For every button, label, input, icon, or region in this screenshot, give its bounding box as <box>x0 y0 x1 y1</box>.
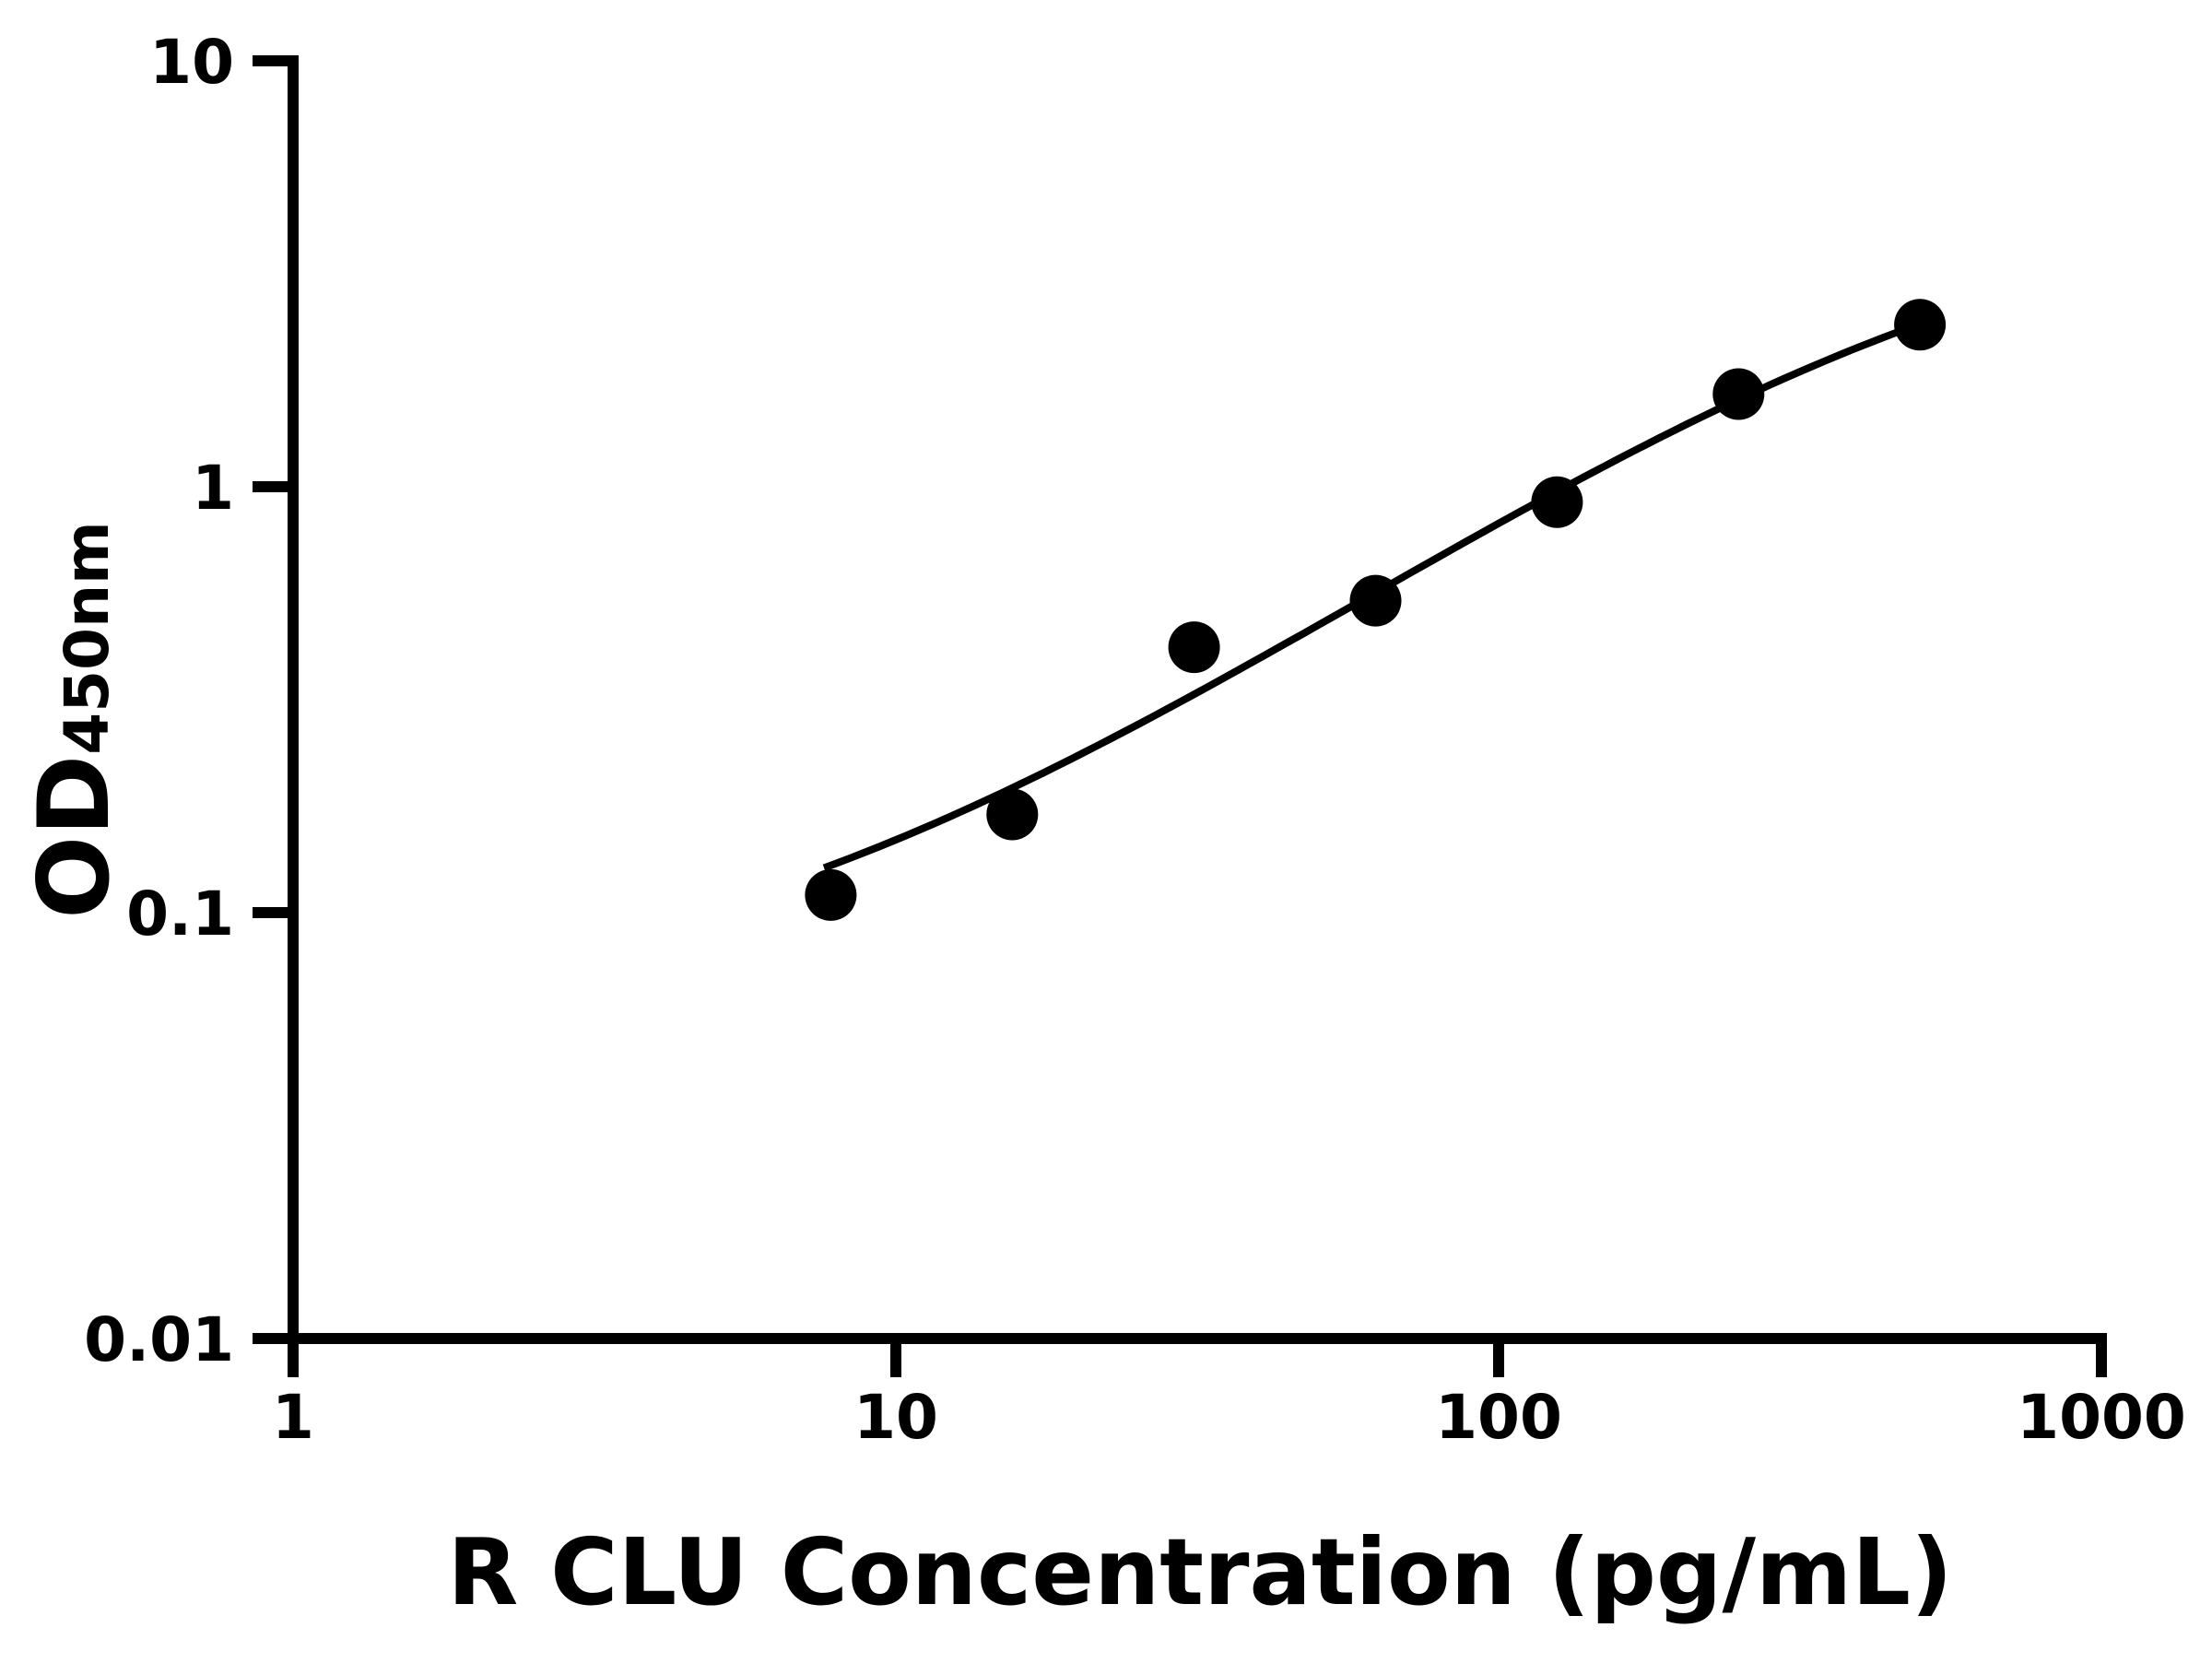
y-tick-label: 0.1 <box>126 879 234 949</box>
y-axis-title-main: OD <box>18 755 131 919</box>
x-tick-label: 1000 <box>2017 1382 2186 1453</box>
plot-content: 1 10 100 1000 10 1 0.1 0.01 <box>84 27 2186 1453</box>
x-tick-label: 10 <box>853 1382 938 1453</box>
x-tick-label: 100 <box>1435 1382 1562 1453</box>
data-point <box>805 868 857 921</box>
data-point <box>1531 476 1583 528</box>
data-point <box>986 788 1039 841</box>
y-axis-title: OD450nm <box>18 521 131 919</box>
data-point <box>1894 299 1947 351</box>
x-axis-title: R CLU Concentration (pg/mL) <box>447 1518 1952 1626</box>
y-axis-title-subscript: 450nm <box>52 521 123 755</box>
y-tick-label: 1 <box>192 453 234 524</box>
x-tick-label: 1 <box>272 1382 314 1453</box>
data-point <box>1712 368 1765 420</box>
data-point <box>1168 621 1220 674</box>
data-point <box>1349 574 1402 627</box>
y-tick-label: 10 <box>149 27 234 98</box>
y-tick-label: 0.01 <box>84 1304 234 1375</box>
